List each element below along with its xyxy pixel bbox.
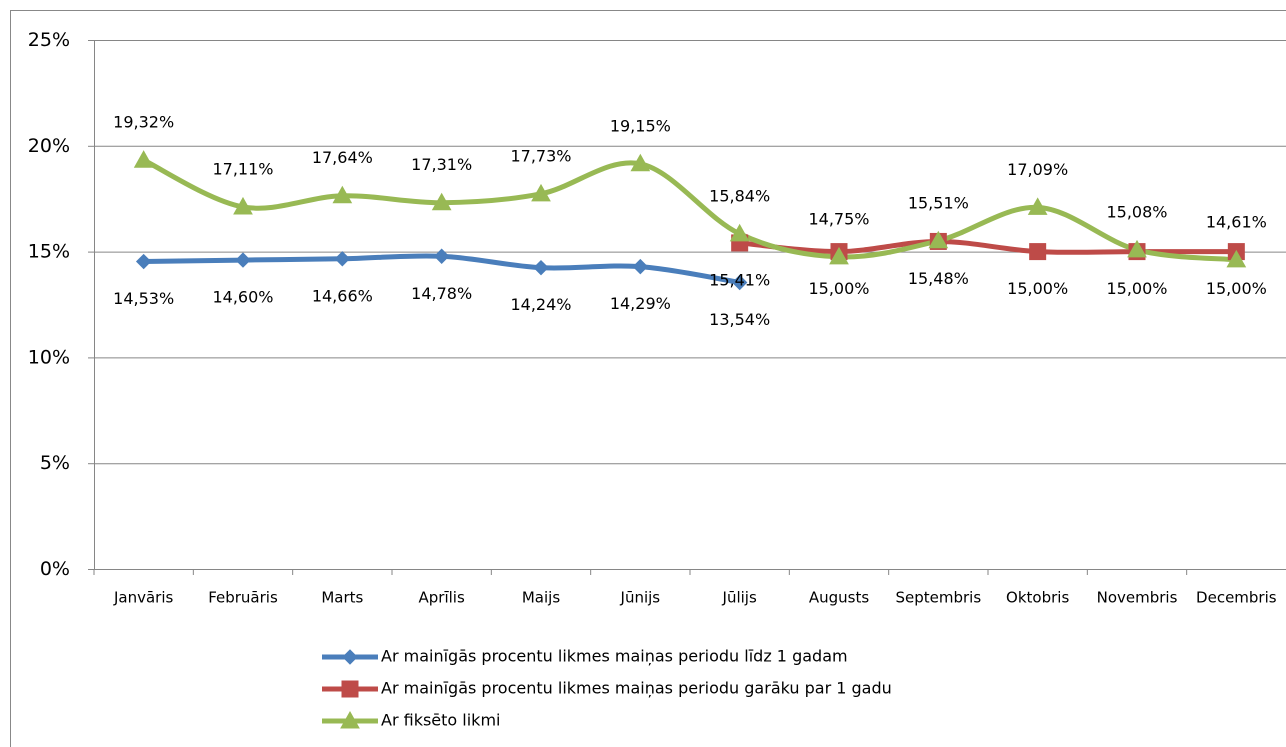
data-label: 14,53%: [113, 289, 174, 308]
data-label: 14,78%: [411, 284, 472, 303]
data-point: [1029, 243, 1047, 261]
data-point: [332, 185, 353, 204]
data-point: [1226, 249, 1247, 268]
data-label: 13,54%: [709, 310, 770, 329]
data-label: 14,29%: [610, 294, 671, 313]
legend-marker: [341, 680, 359, 698]
data-label: 14,60%: [212, 288, 273, 307]
data-point: [928, 230, 949, 249]
x-tick-label: Novembris: [1097, 589, 1178, 607]
data-label: 17,09%: [1007, 160, 1068, 179]
data-point: [531, 183, 551, 202]
x-tick-label: Jūlijs: [722, 589, 757, 607]
data-label: 17,64%: [312, 148, 373, 167]
data-point: [630, 153, 651, 172]
y-tick-label: 5%: [40, 452, 70, 474]
data-point: [433, 248, 450, 264]
x-tick-label: Marts: [321, 589, 363, 607]
data-point: [731, 274, 748, 291]
y-tick-label: 10%: [28, 346, 70, 368]
data-point: [729, 223, 750, 242]
data-label: 17,11%: [212, 159, 273, 178]
y-tick-label: 20%: [28, 135, 70, 157]
legend-marker: [340, 710, 360, 729]
data-point: [334, 251, 351, 267]
data-label: 14,75%: [808, 209, 869, 228]
data-label: 19,15%: [610, 116, 671, 135]
data-point: [1127, 239, 1147, 258]
x-tick-label: Janvāris: [113, 589, 174, 607]
series-line: [142, 157, 1237, 263]
data-label: 14,66%: [312, 286, 373, 305]
data-label: 17,73%: [510, 146, 571, 165]
x-tick-label: Maijs: [522, 589, 560, 607]
series-line: [739, 238, 1237, 255]
data-point: [533, 259, 549, 276]
legend-label: Ar mainīgās procentu likmes maiņas perio…: [381, 679, 892, 698]
data-point: [1027, 197, 1048, 215]
y-tick-label: 0%: [40, 558, 70, 580]
data-label: 14,24%: [510, 295, 571, 314]
x-tick-label: Aprīlis: [419, 589, 465, 607]
data-label: 15,00%: [1007, 279, 1068, 298]
data-label: 19,32%: [113, 113, 174, 132]
x-tick-label: Februāris: [208, 589, 278, 607]
data-label: 17,31%: [411, 155, 472, 174]
x-tick-label: Oktobris: [1006, 589, 1069, 607]
data-label: 15,48%: [908, 269, 969, 288]
data-point: [632, 258, 649, 275]
data-point: [133, 150, 154, 168]
data-point: [233, 196, 253, 215]
data-label: 15,00%: [1206, 279, 1267, 298]
x-tick-label: Septembris: [895, 589, 981, 607]
legend-label: Ar fiksēto likmi: [381, 711, 500, 730]
data-label: 14,61%: [1206, 212, 1267, 231]
chart-frame: [10, 10, 1286, 747]
data-point: [829, 246, 849, 265]
legend-label: Ar mainīgās procentu likmes maiņas perio…: [381, 647, 848, 666]
data-label: 15,51%: [908, 193, 969, 212]
x-tick-label: Jūnijs: [620, 589, 661, 607]
x-tick-label: Decembris: [1196, 589, 1277, 607]
data-point: [431, 192, 452, 211]
legend-marker: [342, 649, 358, 665]
data-point: [135, 253, 152, 270]
data-label: 15,08%: [1106, 202, 1167, 221]
data-label: 15,00%: [1106, 279, 1167, 298]
data-label: 15,41%: [709, 270, 770, 289]
y-tick-label: 15%: [28, 241, 70, 263]
y-tick-label: 25%: [28, 29, 70, 51]
data-label: 15,84%: [709, 186, 770, 205]
data-point: [235, 252, 251, 268]
data-label: 15,00%: [808, 279, 869, 298]
x-tick-label: Augusts: [809, 589, 869, 607]
